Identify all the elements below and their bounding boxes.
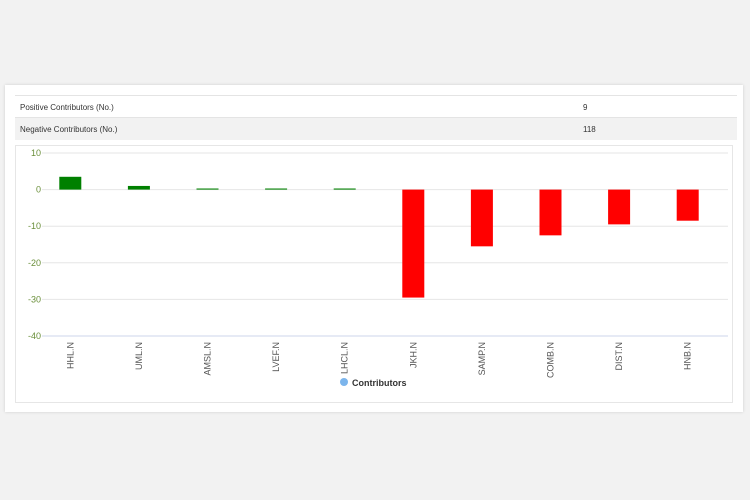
bar: [127, 185, 150, 190]
x-tick-label: HHL.N: [65, 342, 75, 369]
x-tick-label: HNB.N: [683, 342, 693, 370]
bar: [608, 189, 631, 225]
x-tick-label: SAMP.N: [477, 342, 487, 375]
bar: [676, 189, 699, 221]
cell: 9: [583, 103, 588, 112]
y-tick-label: -40: [28, 331, 41, 341]
legend-label: Contributors: [352, 378, 407, 388]
bar: [402, 189, 425, 298]
legend-marker: [340, 378, 348, 386]
bar: [59, 176, 82, 190]
table-row: Positive Contributors (No.) 9: [15, 95, 737, 118]
bar: [196, 188, 219, 190]
x-tick-label: AMSL.N: [203, 342, 213, 376]
cell: Positive Contributors (No.): [20, 103, 114, 112]
x-tick-label: LHCL.N: [340, 342, 350, 374]
y-axis-label: Points: [16, 231, 18, 257]
bar: [539, 189, 562, 236]
y-tick-label: 0: [36, 185, 41, 195]
x-tick-label: DIST.N: [614, 342, 624, 371]
y-tick-label: 10: [31, 148, 41, 158]
y-tick-label: -30: [28, 294, 41, 304]
cell: Negative Contributors (No.): [20, 125, 118, 134]
chart: Points -40 -30 -20 -10 0 10 HHL.N UML.N AMSL.N LVE…: [8, 148, 728, 388]
x-tick-label: JKH.N: [408, 342, 418, 368]
panel: Positive Contributors (No.) 9 Negative C…: [5, 85, 743, 412]
y-tick-label: -10: [28, 221, 41, 231]
bar: [333, 188, 356, 190]
x-tick-label: COMB.N: [546, 342, 556, 378]
y-tick-label: -20: [28, 258, 41, 268]
bar: [265, 188, 288, 190]
bar: [470, 189, 493, 247]
x-tick-label: LVEF.N: [271, 342, 281, 372]
cell: 118: [583, 125, 596, 134]
table-row: Negative Contributors (No.) 118: [15, 117, 737, 140]
chart-container: Points -40 -30 -20 -10 0 10 HHL.N UML.N AMSL.N LVE…: [8, 145, 733, 403]
x-tick-label: UML.N: [134, 342, 144, 370]
